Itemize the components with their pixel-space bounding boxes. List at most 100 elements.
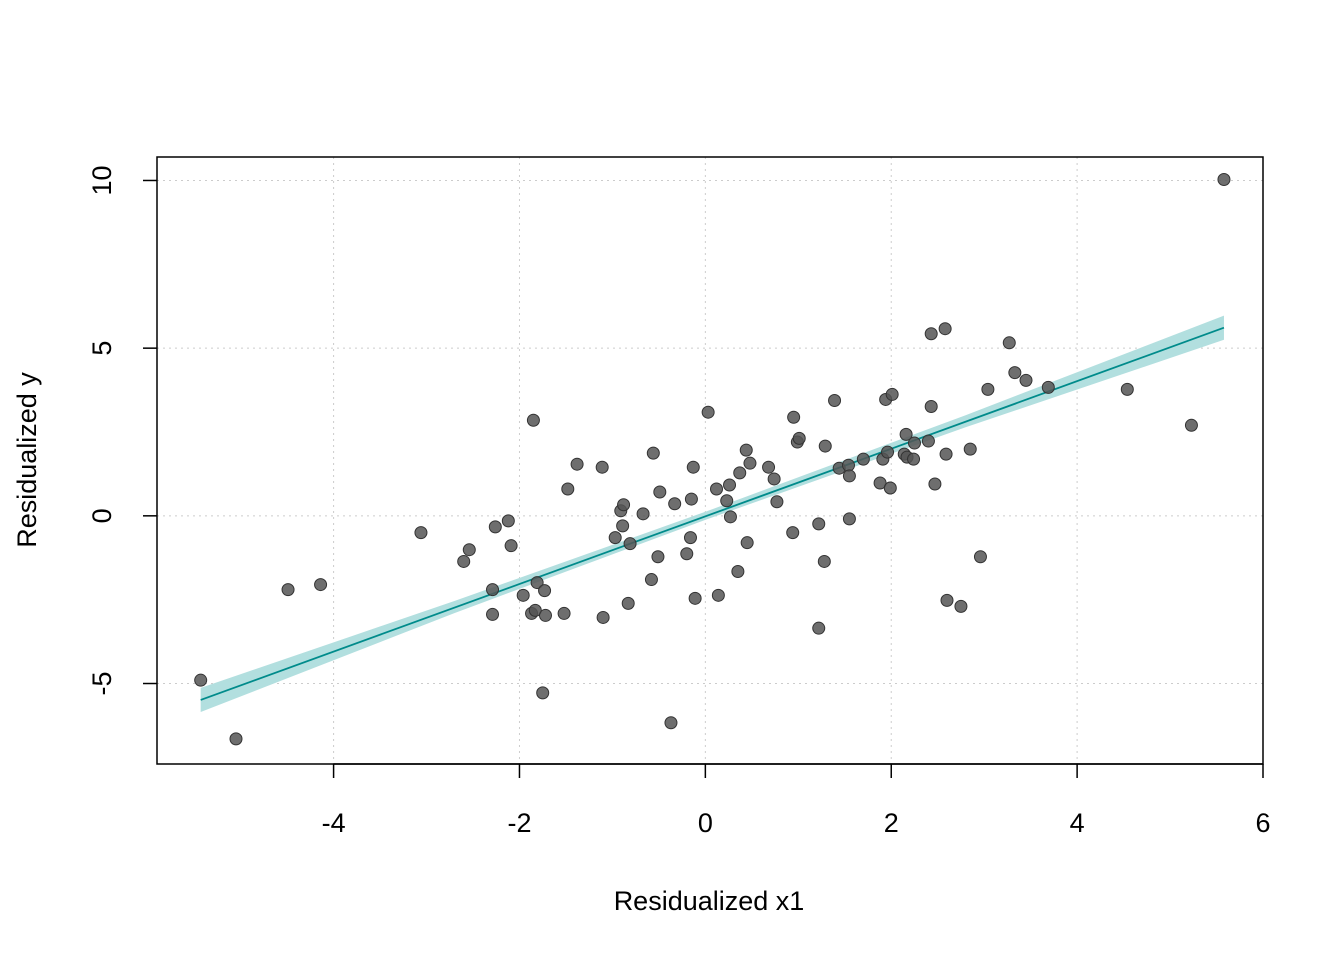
data-point — [938, 322, 952, 336]
data-point — [739, 443, 753, 457]
data-point — [680, 547, 694, 561]
data-point — [973, 550, 987, 564]
data-point — [723, 478, 737, 492]
data-point — [924, 327, 938, 341]
data-point — [924, 400, 938, 414]
data-point — [720, 494, 734, 508]
data-point — [538, 584, 552, 598]
axes: -4 -2 0 2 4 6 -5 0 5 10 — [87, 165, 1271, 838]
data-point — [817, 554, 831, 568]
data-point — [1041, 380, 1055, 394]
data-point — [711, 588, 725, 602]
data-point — [561, 482, 575, 496]
data-point — [921, 434, 935, 448]
data-point — [899, 427, 913, 441]
data-point — [536, 686, 550, 700]
data-point — [528, 603, 542, 617]
data-point — [596, 610, 610, 624]
data-point — [668, 497, 682, 511]
data-point — [770, 495, 784, 509]
data-point — [767, 472, 781, 486]
x-tick-label: 4 — [1070, 808, 1085, 838]
data-point — [812, 517, 826, 531]
data-point — [881, 445, 895, 459]
data-point — [939, 447, 953, 461]
data-point — [723, 510, 737, 524]
data-point — [684, 492, 698, 506]
data-point — [623, 537, 637, 551]
data-point — [1120, 382, 1134, 396]
data-point — [1008, 366, 1022, 380]
data-point — [557, 606, 571, 620]
data-point — [686, 460, 700, 474]
data-point — [740, 536, 754, 550]
data-point — [873, 476, 887, 490]
fit-line-group — [200, 326, 1225, 701]
data-point — [1002, 336, 1016, 350]
x-tick-label: 0 — [698, 808, 713, 838]
x-axis-label: Residualized x1 — [614, 886, 805, 916]
data-point — [530, 576, 544, 590]
data-point — [526, 413, 540, 427]
data-point — [608, 531, 622, 545]
data-point — [462, 543, 476, 557]
data-point — [954, 599, 968, 613]
y-axis-label: Residualized y — [12, 372, 42, 548]
data-point — [683, 531, 697, 545]
data-point — [653, 485, 667, 499]
data-point — [842, 512, 856, 526]
y-tick-label: 0 — [87, 508, 117, 523]
data-point — [812, 621, 826, 635]
data-point — [792, 431, 806, 445]
data-point — [787, 410, 801, 424]
fit-line — [200, 326, 1225, 701]
data-point — [414, 526, 428, 540]
y-tick-label: -5 — [87, 672, 117, 696]
data-point — [828, 393, 842, 407]
data-point — [229, 732, 243, 746]
data-point — [595, 460, 609, 474]
data-point — [710, 482, 724, 496]
data-point — [963, 442, 977, 456]
data-point — [731, 565, 745, 579]
data-point — [314, 578, 328, 592]
x-tick-label: -2 — [507, 808, 531, 838]
data-point — [907, 436, 921, 450]
x-tick-label: -4 — [322, 808, 346, 838]
data-point — [1217, 172, 1231, 186]
data-point — [504, 539, 518, 553]
data-point — [644, 573, 658, 587]
plot-frame — [156, 156, 1264, 765]
data-point — [743, 456, 757, 470]
data-point — [281, 583, 295, 597]
data-point — [981, 382, 995, 396]
data-point — [907, 452, 921, 466]
data-point — [688, 591, 702, 605]
x-tick-label: 6 — [1255, 808, 1270, 838]
grid — [157, 157, 1263, 764]
data-point — [733, 466, 747, 480]
data-point — [842, 469, 856, 483]
points-group — [194, 172, 1231, 746]
data-point — [457, 554, 471, 568]
y-tick-label: 5 — [87, 341, 117, 356]
x-tick-label: 2 — [884, 808, 899, 838]
data-point — [701, 405, 715, 419]
data-point — [194, 673, 208, 687]
data-point — [636, 507, 650, 521]
data-point — [1184, 418, 1198, 432]
data-point — [616, 519, 630, 533]
data-point — [486, 583, 500, 597]
data-point — [856, 452, 870, 466]
data-point — [664, 716, 678, 730]
data-point — [617, 498, 631, 512]
data-point — [538, 608, 552, 622]
data-point — [501, 514, 515, 528]
data-point — [762, 460, 776, 474]
data-point — [516, 588, 530, 602]
data-point — [488, 520, 502, 534]
data-point — [486, 607, 500, 621]
data-point — [646, 446, 660, 460]
data-point — [940, 593, 954, 607]
